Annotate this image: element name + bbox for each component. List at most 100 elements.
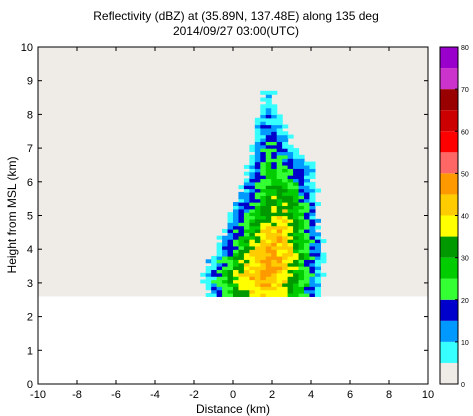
reflectivity-cell — [265, 242, 272, 247]
reflectivity-cell — [303, 195, 311, 200]
reflectivity-cell — [254, 144, 261, 149]
reflectivity-cell — [309, 289, 316, 294]
reflectivity-cell — [249, 205, 256, 210]
reflectivity-cell — [243, 286, 250, 291]
reflectivity-cell — [314, 202, 321, 206]
reflectivity-cell — [298, 252, 305, 257]
reflectivity-cell — [238, 185, 245, 190]
reflectivity-cell — [205, 269, 212, 274]
reflectivity-cell — [271, 185, 278, 190]
reflectivity-cell — [260, 131, 267, 136]
reflectivity-cell — [233, 255, 240, 260]
reflectivity-cell — [293, 245, 300, 250]
reflectivity-cell — [238, 245, 245, 250]
reflectivity-cell — [298, 282, 305, 287]
reflectivity-cell — [254, 198, 261, 203]
reflectivity-cell — [282, 252, 289, 257]
plot-area — [37, 46, 429, 385]
reflectivity-cell — [260, 232, 267, 237]
reflectivity-cell — [254, 272, 261, 277]
reflectivity-cell — [276, 134, 283, 139]
reflectivity-cell — [309, 188, 316, 193]
reflectivity-cell — [265, 222, 272, 227]
reflectivity-cell — [238, 198, 245, 203]
reflectivity-cell — [303, 269, 311, 274]
reflectivity-cell — [254, 178, 261, 183]
reflectivity-cell — [271, 279, 278, 284]
reflectivity-cell — [271, 137, 278, 142]
reflectivity-cell — [271, 124, 278, 129]
reflectivity-cell — [303, 279, 311, 284]
reflectivity-cell — [298, 242, 305, 247]
reflectivity-cell — [276, 286, 283, 291]
reflectivity-cell — [298, 232, 305, 237]
reflectivity-cell — [216, 282, 223, 287]
reflectivity-cell — [216, 279, 223, 284]
colorbar-tick-label: 40 — [461, 214, 469, 221]
colorbar-tick-label: 50 — [461, 171, 469, 178]
reflectivity-cell — [249, 161, 256, 166]
reflectivity-cell — [303, 171, 311, 176]
reflectivity-cell — [293, 293, 300, 297]
reflectivity-cell — [271, 276, 278, 281]
reflectivity-cell — [271, 215, 278, 220]
reflectivity-cell — [238, 232, 245, 237]
reflectivity-cell — [227, 272, 234, 277]
reflectivity-cell — [243, 239, 250, 244]
reflectivity-cell — [254, 191, 261, 196]
reflectivity-cell — [260, 124, 267, 129]
reflectivity-cell — [254, 181, 261, 186]
reflectivity-cell — [243, 252, 250, 257]
colorbar-tick-label: 60 — [461, 129, 469, 136]
reflectivity-cell — [243, 215, 250, 220]
reflectivity-cell — [293, 262, 300, 267]
reflectivity-cell — [260, 148, 267, 153]
colorbar-swatch — [440, 362, 458, 384]
reflectivity-cell — [271, 239, 278, 244]
reflectivity-cell — [265, 141, 272, 146]
reflectivity-cell — [271, 104, 278, 109]
reflectivity-cell — [282, 205, 289, 210]
reflectivity-cell — [254, 175, 261, 180]
reflectivity-cell — [314, 272, 321, 277]
reflectivity-cell — [254, 262, 261, 267]
reflectivity-cell — [265, 208, 272, 213]
x-tick-label: -2 — [189, 389, 199, 401]
reflectivity-cell — [243, 242, 250, 247]
reflectivity-cell — [227, 235, 234, 240]
reflectivity-cell — [254, 242, 261, 247]
reflectivity-cell — [287, 245, 294, 250]
reflectivity-cell — [282, 181, 289, 186]
reflectivity-cell — [222, 242, 229, 247]
reflectivity-cell — [276, 127, 283, 132]
reflectivity-cell — [260, 293, 267, 297]
reflectivity-cell — [222, 269, 229, 274]
colorbar: 0 10 20 30 40 50 60 70 80 — [439, 45, 469, 389]
y-axis: 0 1 2 3 4 5 6 7 8 9 10 — [21, 42, 428, 391]
reflectivity-cell — [282, 137, 289, 142]
reflectivity-cell — [249, 269, 256, 274]
reflectivity-cell — [222, 286, 229, 291]
reflectivity-cell — [287, 168, 294, 173]
x-tick-label: -8 — [72, 389, 82, 401]
reflectivity-cell — [254, 208, 261, 213]
reflectivity-cell — [243, 191, 250, 196]
colorbar-swatch — [440, 68, 458, 90]
reflectivity-cell — [260, 255, 267, 260]
reflectivity-cell — [243, 218, 250, 223]
reflectivity-cell — [211, 262, 218, 267]
reflectivity-cell — [293, 282, 300, 287]
reflectivity-cell — [276, 164, 283, 169]
reflectivity-cell — [249, 171, 256, 176]
reflectivity-cell — [287, 148, 294, 153]
reflectivity-cell — [265, 100, 272, 105]
reflectivity-cell — [254, 239, 261, 244]
reflectivity-cell — [293, 212, 300, 217]
x-tick-label: 0 — [230, 389, 236, 401]
reflectivity-cell — [303, 225, 311, 230]
reflectivity-cell — [298, 228, 305, 233]
reflectivity-cell — [303, 175, 311, 180]
reflectivity-cell — [211, 279, 218, 284]
reflectivity-cell — [276, 198, 283, 203]
reflectivity-cell — [293, 161, 300, 166]
